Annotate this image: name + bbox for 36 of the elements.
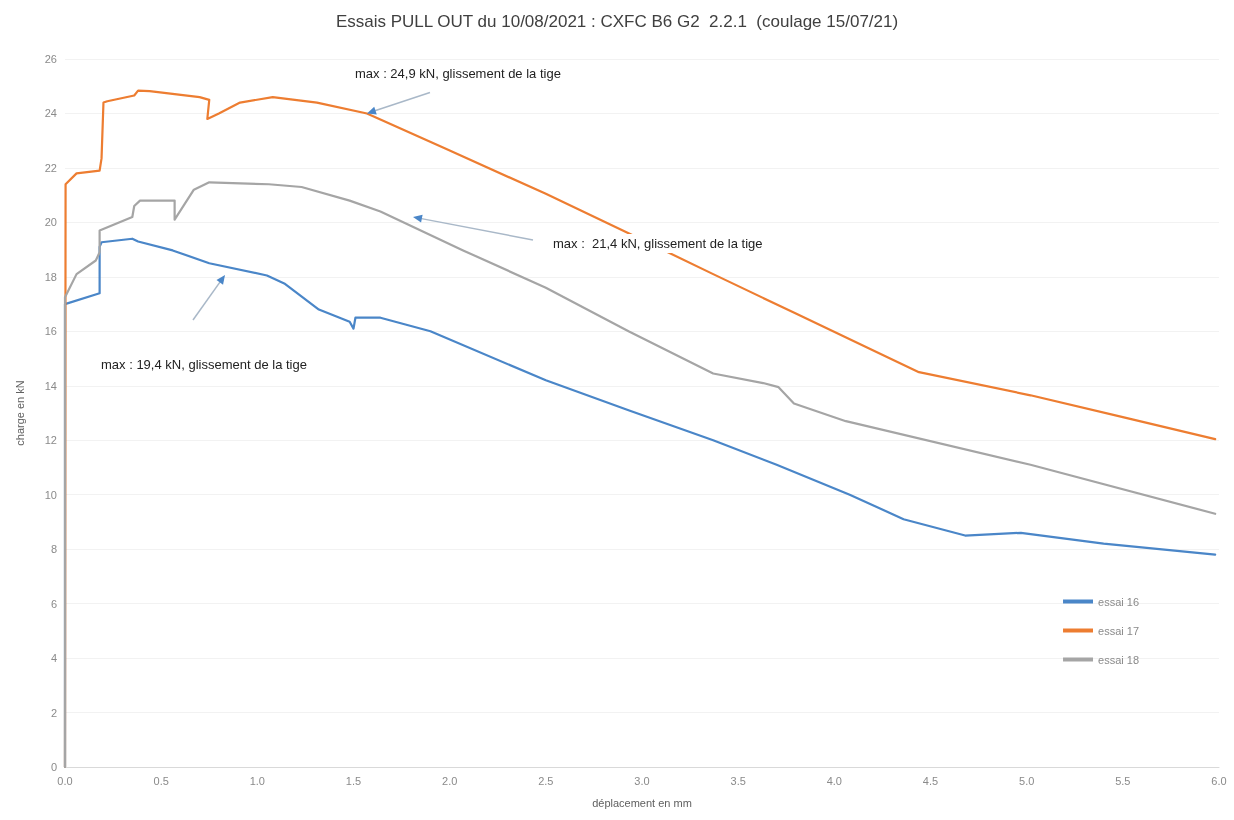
x-tick-label: 1.0 bbox=[249, 774, 265, 787]
annotation: max : 21,4 kN, glissement de la tige bbox=[553, 236, 763, 251]
x-tick-label: 4.5 bbox=[922, 774, 939, 787]
chart-title: Essais PULL OUT du 10/08/2021 : CXFC B6 G2 2.2.1 (coulage 15/07/21) bbox=[335, 12, 899, 31]
y-tick-label: 24 bbox=[44, 107, 57, 120]
x-tick-label: 4.0 bbox=[826, 774, 842, 787]
legend-label: essai 17 bbox=[1098, 624, 1140, 637]
y-tick-label: 10 bbox=[44, 488, 57, 501]
annotation: max : 19,4 kN, glissement de la tige bbox=[101, 357, 307, 372]
y-tick-label: 14 bbox=[44, 379, 57, 392]
x-tick-label: 3.5 bbox=[730, 774, 746, 787]
annotation: max : 24,9 kN, glissement de la tige bbox=[354, 66, 561, 82]
legend-label: essai 16 bbox=[1098, 595, 1140, 608]
x-tick-label: 6.0 bbox=[1211, 774, 1227, 787]
x-tick-label: 2.5 bbox=[538, 774, 554, 787]
y-tick-label: 0 bbox=[50, 761, 57, 773]
x-tick-label: 1.5 bbox=[345, 774, 362, 787]
y-tick-label: 2 bbox=[50, 706, 57, 719]
y-tick-label: 16 bbox=[44, 325, 57, 338]
y-tick-label: 4 bbox=[50, 652, 57, 665]
y-tick-label: 18 bbox=[44, 270, 57, 283]
x-tick-label: 5.5 bbox=[1115, 774, 1131, 787]
x-tick-label: 0.5 bbox=[153, 774, 169, 787]
y-axis-title: charge en kN bbox=[13, 380, 26, 446]
y-tick-label: 26 bbox=[44, 53, 57, 65]
y-tick-label: 12 bbox=[44, 434, 57, 447]
x-axis-title: déplacement en mm bbox=[592, 796, 692, 809]
y-tick-label: 20 bbox=[44, 216, 57, 229]
y-tick-label: 22 bbox=[44, 161, 57, 174]
y-tick-label: 8 bbox=[50, 543, 57, 556]
x-tick-label: 5.0 bbox=[1019, 774, 1035, 787]
y-tick-label: 6 bbox=[50, 597, 57, 610]
legend-label: essai 18 bbox=[1098, 653, 1140, 666]
x-tick-label: 0.0 bbox=[57, 774, 73, 787]
x-tick-label: 2.0 bbox=[442, 774, 458, 787]
x-tick-label: 3.0 bbox=[634, 774, 650, 787]
